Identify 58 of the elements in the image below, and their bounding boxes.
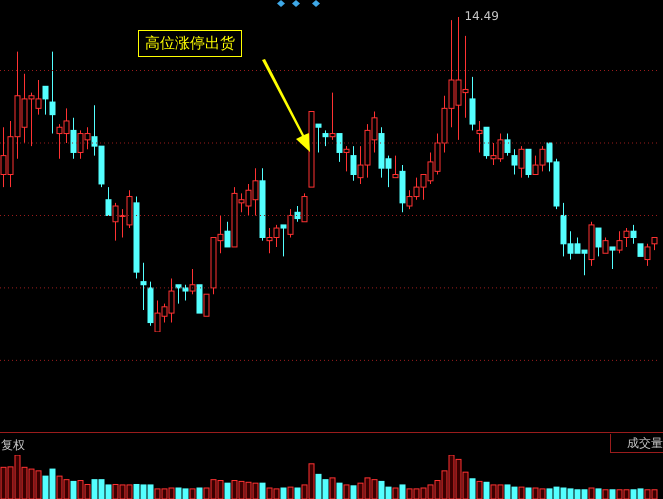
candlestick (336, 133, 342, 162)
candlestick (602, 237, 608, 254)
candlestick (624, 228, 630, 248)
candlestick (344, 146, 350, 172)
candlestick (596, 228, 602, 257)
candlestick (518, 146, 524, 178)
text: 复权 (1, 437, 25, 454)
candlestick (322, 130, 328, 147)
bar (196, 488, 202, 499)
candlestick (476, 120, 482, 153)
candlestick (140, 262, 146, 310)
bar (526, 488, 532, 499)
candlestick (630, 224, 636, 244)
bar (484, 482, 490, 499)
bar (588, 488, 594, 499)
candlestick (330, 92, 336, 140)
bar (190, 488, 196, 499)
bar (350, 485, 356, 499)
candlestick (644, 243, 650, 266)
bar (470, 478, 476, 499)
bar (224, 482, 230, 499)
candlestick (42, 86, 48, 116)
bar (70, 480, 76, 499)
chart-title: 成交量 (610, 434, 663, 453)
candlestick (350, 146, 356, 182)
bar (596, 488, 602, 499)
bar (336, 482, 342, 499)
bar (400, 484, 406, 499)
candlestick (190, 268, 196, 295)
candlestick (638, 243, 644, 257)
candlestick (50, 51, 56, 134)
annotation: 高位涨停出货 (138, 30, 242, 57)
bar (602, 489, 608, 499)
bar (344, 484, 350, 499)
candlestick (652, 237, 658, 251)
bar (260, 482, 266, 499)
annotation: 14.49 (464, 9, 499, 23)
candlestick (280, 224, 286, 257)
bar (294, 488, 300, 499)
bar (280, 488, 286, 499)
bar (518, 486, 524, 499)
candlestick (106, 186, 112, 216)
candlestick (204, 294, 210, 317)
candlestick (70, 117, 76, 160)
candlestick (316, 124, 322, 153)
candlestick (288, 208, 294, 238)
bar (288, 486, 294, 499)
bar (476, 480, 482, 499)
bar (330, 477, 336, 499)
candlestick (504, 133, 510, 156)
bar (610, 489, 616, 499)
candlestick (616, 230, 622, 254)
candlestick (610, 246, 616, 270)
candlestick (512, 148, 518, 175)
candlestick (294, 206, 300, 222)
candlestick (392, 155, 398, 178)
bar (392, 488, 398, 499)
candlestick (224, 221, 230, 248)
